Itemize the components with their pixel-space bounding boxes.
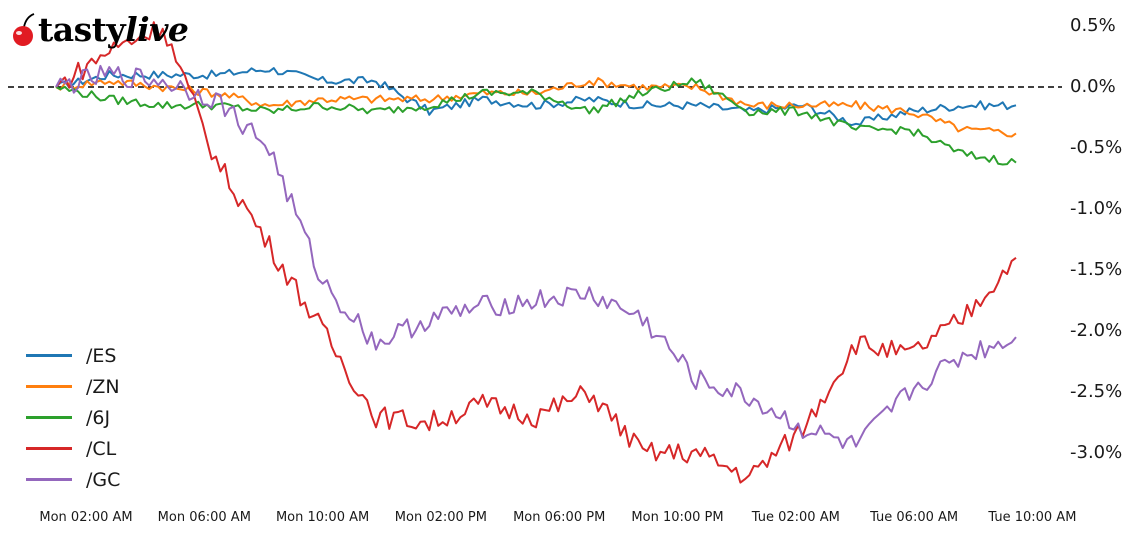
y-tick-label: -0.5% [1070,137,1123,158]
x-tick-label: Mon 10:00 AM [275,510,370,525]
series-line-es [55,67,1017,127]
y-tick-label: -3.0% [1070,442,1123,463]
y-tick-label: 0.0% [1070,76,1116,97]
x-tick-label: Mon 02:00 AM [39,510,133,525]
legend-swatch-6j [26,416,72,419]
x-tick-label: Tue 10:00 AM [988,510,1077,525]
legend-swatch-es [26,354,72,357]
tastylive-logo: tastylive [10,10,189,50]
legend-item-gc: /GC [26,464,120,495]
cherry-icon [13,13,35,46]
series-line-cl [55,21,1017,484]
y-tick-label: -2.5% [1070,381,1123,402]
legend-item-6j: /6J [26,402,120,433]
legend-swatch-zn [26,385,72,388]
series-line-6j [55,77,1017,166]
x-tick-label: Tue 02:00 AM [751,510,840,525]
y-tick-label: -2.0% [1070,320,1123,341]
series-lines [55,21,1017,484]
logo-wordmark: tastylive [38,10,189,49]
legend-item-es: /ES [26,340,120,371]
x-tick-label: Mon 02:00 PM [394,510,487,525]
x-tick-label: Tue 06:00 AM [870,510,959,525]
y-tick-label: -1.5% [1070,259,1123,280]
legend-swatch-gc [26,478,72,481]
x-tick-label: Mon 06:00 PM [513,510,606,525]
x-tick-label: Mon 06:00 AM [157,510,251,525]
y-tick-label: 0.5% [1070,15,1116,36]
y-tick-label: -1.0% [1070,198,1123,219]
legend-item-zn: /ZN [26,371,120,402]
legend-swatch-cl [26,447,72,450]
series-line-gc [55,64,1017,449]
chart-legend: /ES /ZN /6J /CL /GC [26,340,120,495]
x-tick-label: Mon 10:00 PM [631,510,724,525]
legend-item-cl: /CL [26,433,120,464]
